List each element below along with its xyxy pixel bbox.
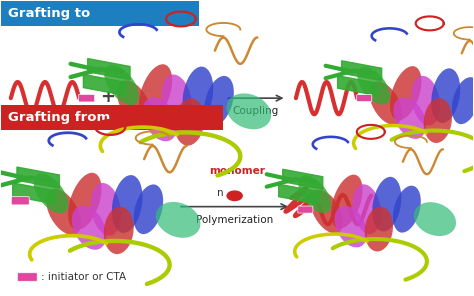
Text: : initiator or CTA: : initiator or CTA [41, 272, 127, 282]
Ellipse shape [373, 177, 401, 231]
Ellipse shape [365, 207, 393, 252]
Ellipse shape [353, 184, 381, 234]
Polygon shape [342, 61, 382, 81]
Ellipse shape [473, 94, 474, 128]
Polygon shape [283, 169, 323, 189]
FancyBboxPatch shape [1, 105, 223, 131]
Ellipse shape [104, 207, 134, 254]
FancyBboxPatch shape [1, 1, 199, 26]
Text: +: + [100, 88, 115, 106]
Ellipse shape [298, 175, 331, 213]
Ellipse shape [393, 186, 421, 233]
Text: monomer: monomer [209, 166, 265, 176]
Ellipse shape [143, 97, 177, 141]
Polygon shape [17, 167, 59, 188]
Ellipse shape [134, 184, 163, 234]
Ellipse shape [112, 175, 143, 233]
FancyBboxPatch shape [298, 206, 313, 213]
Polygon shape [337, 76, 378, 96]
Ellipse shape [91, 183, 121, 236]
FancyBboxPatch shape [18, 273, 37, 281]
Ellipse shape [34, 173, 68, 213]
Ellipse shape [424, 98, 452, 143]
Ellipse shape [310, 190, 343, 234]
Ellipse shape [431, 68, 460, 123]
Ellipse shape [227, 94, 271, 129]
Text: n: n [217, 188, 224, 198]
Ellipse shape [72, 206, 106, 250]
Ellipse shape [331, 175, 363, 229]
Text: Coupling: Coupling [233, 106, 279, 116]
Polygon shape [13, 183, 55, 204]
FancyBboxPatch shape [79, 94, 95, 102]
FancyBboxPatch shape [11, 197, 29, 205]
Ellipse shape [139, 64, 172, 121]
Ellipse shape [162, 75, 192, 127]
Text: Polymerization: Polymerization [196, 215, 273, 226]
Ellipse shape [390, 66, 421, 120]
Polygon shape [88, 59, 130, 80]
Ellipse shape [46, 189, 81, 235]
Circle shape [227, 191, 242, 200]
Ellipse shape [117, 81, 152, 126]
Ellipse shape [357, 67, 390, 104]
Ellipse shape [452, 77, 474, 124]
Ellipse shape [104, 65, 139, 105]
Text: polymer: polymer [25, 120, 63, 129]
FancyBboxPatch shape [357, 95, 372, 102]
Ellipse shape [182, 67, 213, 124]
Ellipse shape [414, 202, 456, 236]
Ellipse shape [174, 98, 204, 146]
Ellipse shape [204, 76, 234, 126]
Ellipse shape [393, 97, 426, 139]
Text: Grafting to: Grafting to [9, 7, 91, 20]
Text: Grafting from: Grafting from [9, 112, 111, 124]
Ellipse shape [68, 173, 101, 230]
Ellipse shape [369, 81, 402, 125]
Ellipse shape [335, 206, 367, 247]
Ellipse shape [411, 76, 440, 126]
Polygon shape [83, 74, 126, 96]
Polygon shape [279, 184, 319, 204]
Ellipse shape [156, 202, 201, 238]
